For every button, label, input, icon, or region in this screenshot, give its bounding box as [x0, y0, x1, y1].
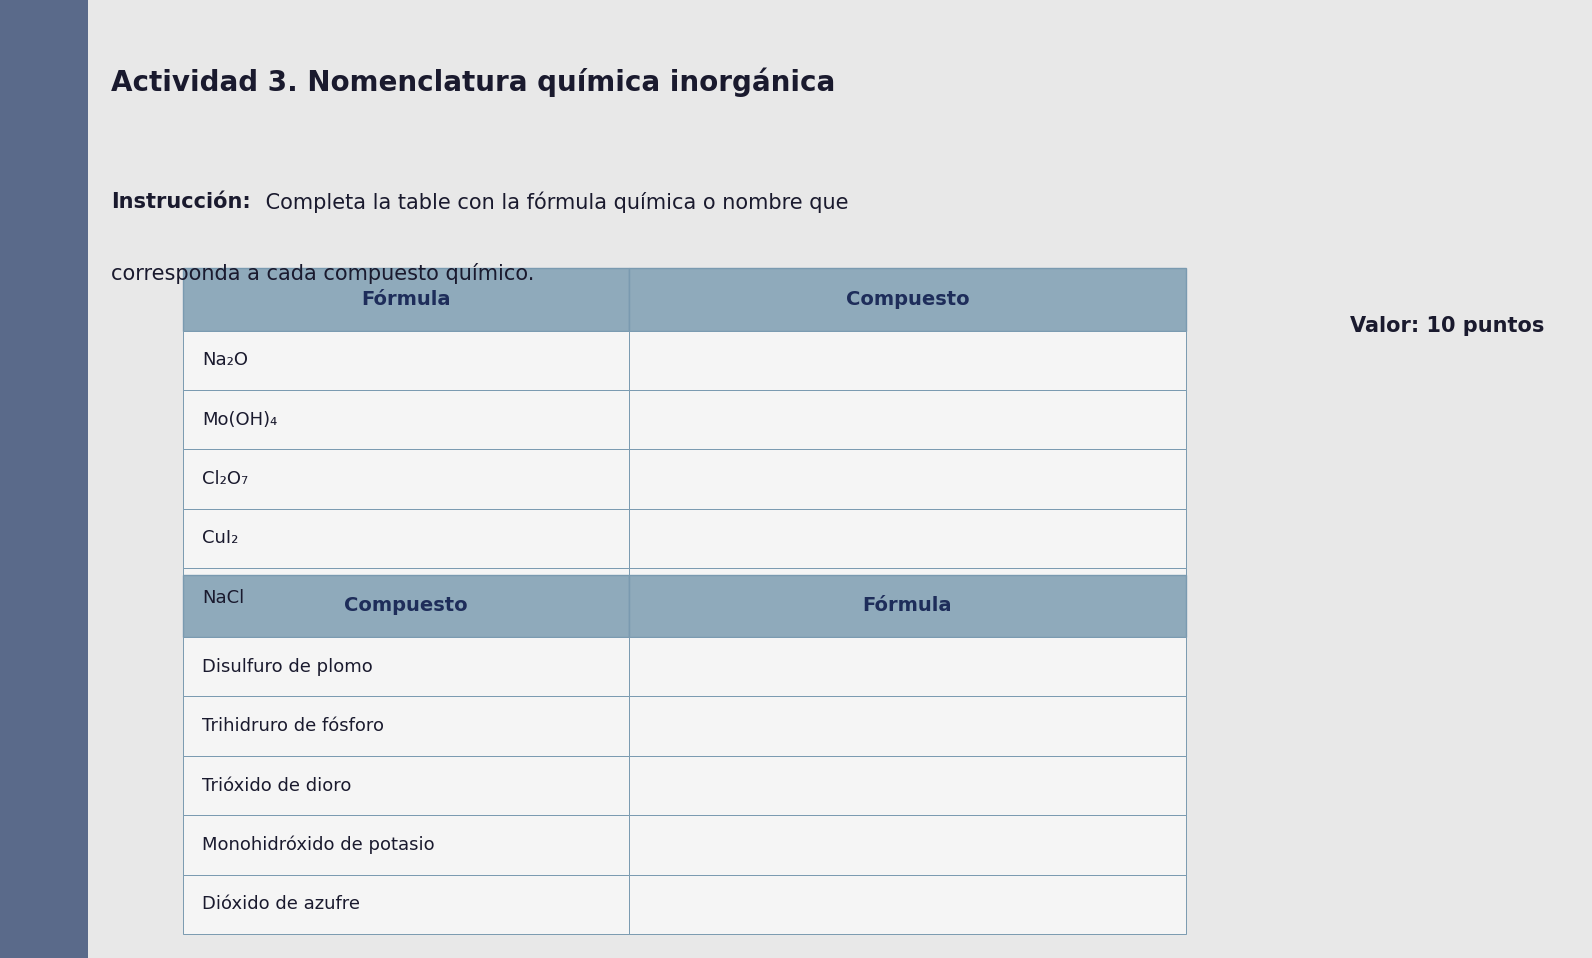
Text: CuI₂: CuI₂	[202, 530, 239, 547]
Bar	[183, 815, 629, 875]
Bar	[629, 268, 1186, 331]
Text: Monohidróxido de potasio: Monohidróxido de potasio	[202, 835, 435, 855]
Bar	[629, 331, 1186, 390]
Text: corresponda a cada compuesto químico.: corresponda a cada compuesto químico.	[111, 263, 535, 285]
Bar	[183, 568, 629, 627]
Bar	[183, 575, 629, 637]
Bar	[183, 756, 629, 815]
Bar	[629, 875, 1186, 934]
Text: Valor: 10 puntos: Valor: 10 puntos	[1350, 316, 1544, 336]
Text: Compuesto: Compuesto	[344, 597, 468, 615]
Bar	[183, 331, 629, 390]
Text: Instrucción:: Instrucción:	[111, 192, 252, 212]
Text: NaCl: NaCl	[202, 589, 245, 606]
Bar	[629, 449, 1186, 509]
Text: Disulfuro de plomo: Disulfuro de plomo	[202, 658, 373, 675]
Bar	[629, 815, 1186, 875]
Text: Trióxido de dioro: Trióxido de dioro	[202, 777, 352, 794]
Text: Fórmula: Fórmula	[863, 597, 952, 615]
Text: Na₂O: Na₂O	[202, 352, 248, 369]
Bar	[0, 0, 88, 958]
Text: Fórmula: Fórmula	[361, 290, 451, 308]
Bar	[629, 756, 1186, 815]
Text: Actividad 3. Nomenclatura química inorgánica: Actividad 3. Nomenclatura química inorgá…	[111, 67, 836, 97]
Bar	[629, 696, 1186, 756]
Text: Compuesto: Compuesto	[845, 290, 970, 308]
Bar	[629, 568, 1186, 627]
Bar	[629, 390, 1186, 449]
Bar	[629, 575, 1186, 637]
Bar	[183, 449, 629, 509]
Bar	[183, 696, 629, 756]
Text: Mo(OH)₄: Mo(OH)₄	[202, 411, 277, 428]
Text: Trihidruro de fósforo: Trihidruro de fósforo	[202, 718, 384, 735]
Bar	[629, 637, 1186, 696]
Bar	[183, 637, 629, 696]
Bar	[183, 268, 629, 331]
Bar	[629, 509, 1186, 568]
Bar	[183, 390, 629, 449]
Bar	[183, 875, 629, 934]
Text: Cl₂O₇: Cl₂O₇	[202, 470, 248, 488]
Text: Completa la table con la fórmula química o nombre que: Completa la table con la fórmula química…	[259, 192, 849, 213]
Text: Dióxido de azufre: Dióxido de azufre	[202, 896, 360, 913]
Bar	[183, 509, 629, 568]
